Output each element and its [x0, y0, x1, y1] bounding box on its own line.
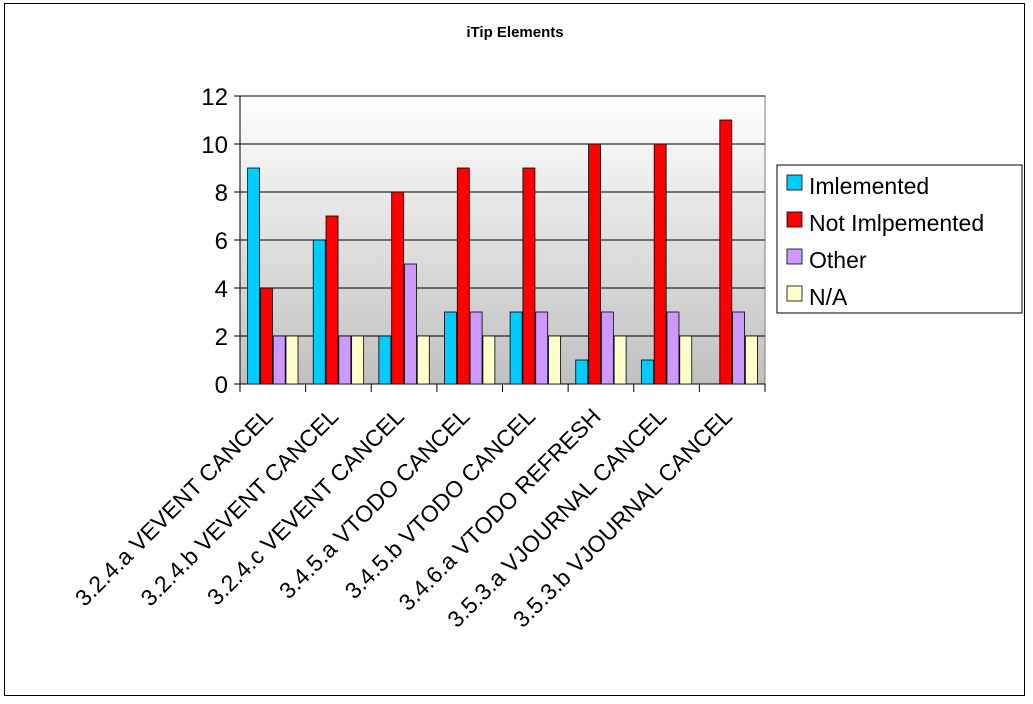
bar-not-imlpemented — [588, 143, 601, 385]
bar-other — [338, 335, 352, 385]
legend-label: Other — [809, 247, 867, 273]
legend-swatch — [786, 285, 803, 302]
bar-n-a — [679, 335, 693, 385]
legend-swatch — [786, 174, 803, 191]
bar-imlemented — [312, 239, 326, 385]
chart-title: iTip Elements — [466, 24, 563, 41]
bar-other — [666, 311, 680, 385]
bar-not-imlpemented — [522, 167, 536, 385]
bar-imlemented — [247, 167, 261, 385]
bar-n-a — [744, 335, 758, 385]
y-tick-label: 6 — [215, 228, 228, 255]
bar-other — [272, 335, 286, 385]
bar-n-a — [285, 335, 299, 385]
bar-other — [404, 263, 417, 385]
y-tick-label: 10 — [201, 132, 228, 159]
bar-not-imlpemented — [456, 167, 470, 385]
legend: Imlemented Not Imlpemented Other N/A — [776, 164, 1023, 314]
y-tick-label: 12 — [201, 84, 228, 111]
y-tick-label: 0 — [215, 372, 228, 399]
legend-label: Imlemented — [809, 173, 929, 199]
bar-not-imlpemented — [325, 215, 339, 385]
bar-not-imlpemented — [391, 191, 405, 385]
bar-imlemented — [378, 335, 392, 385]
y-tick-label: 4 — [215, 276, 228, 303]
bar-not-imlpemented — [260, 287, 273, 385]
y-tick-label: 8 — [215, 180, 228, 207]
bar-imlemented — [444, 311, 457, 385]
legend-label: N/A — [809, 284, 848, 310]
bar-other — [469, 311, 483, 385]
legend-box — [776, 164, 1023, 314]
bar-n-a — [351, 335, 365, 385]
legend-label: Not Imlpemented — [809, 210, 984, 236]
bar-imlemented — [575, 359, 589, 385]
bar-other — [600, 311, 614, 385]
bar-n-a — [482, 335, 496, 385]
bar-n-a — [613, 335, 627, 385]
legend-swatch — [786, 211, 803, 228]
bar-not-imlpemented — [653, 143, 667, 385]
bar-n-a — [416, 335, 430, 385]
bar-not-imlpemented — [719, 119, 733, 385]
bar-imlemented — [640, 359, 654, 385]
legend-swatch — [786, 248, 803, 265]
bar-other — [732, 311, 745, 385]
bar-other — [535, 311, 549, 385]
bar-n-a — [548, 335, 561, 385]
bar-imlemented — [509, 311, 523, 385]
y-tick-label: 2 — [215, 324, 228, 351]
